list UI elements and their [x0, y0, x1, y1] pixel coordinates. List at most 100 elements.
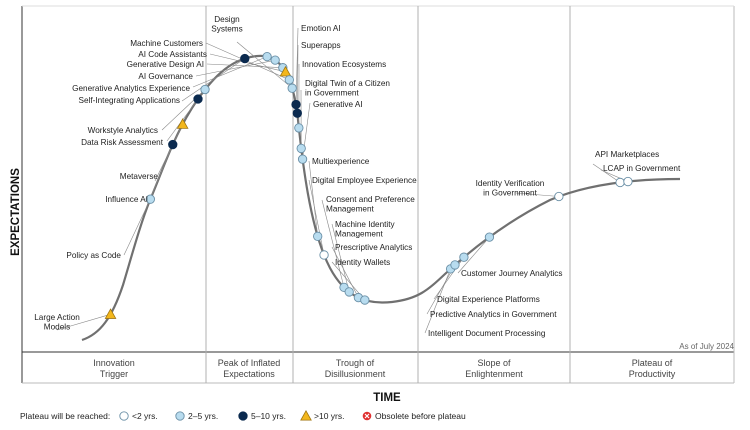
point-superapps	[292, 108, 302, 118]
label-ai-code-assistants: AI Code Assistants	[138, 50, 207, 59]
point-digital-twin-of-a-citizen-in-government	[296, 143, 306, 154]
label-emotion-ai: Emotion AI	[301, 24, 341, 33]
point-generative-ai	[297, 154, 308, 164]
label-self-integrating-applications: Self-Integrating Applications	[79, 96, 181, 105]
label-metaverse: Metaverse	[120, 172, 159, 181]
label-identity-verification-in-government: Identity Verification in Government	[476, 179, 545, 198]
point-multiexperience	[313, 231, 323, 241]
point-digital-experience-platforms	[459, 252, 469, 262]
point-workstyle-analytics	[200, 84, 210, 95]
leader-lines	[56, 27, 629, 334]
point-machine-customers	[284, 75, 294, 85]
label-policy-as-code: Policy as Code	[66, 251, 121, 260]
label-machine-customers: Machine Customers	[130, 39, 203, 48]
leader-design-systems	[236, 41, 293, 89]
point-identity-verification-in-government	[554, 191, 564, 202]
label-digital-twin-of-a-citizen-in-government: Digital Twin of a Citizen in Government	[305, 79, 390, 98]
legend: Plateau will be reached: <2 yrs. 2–5 yrs. 5…	[20, 409, 466, 421]
label-superapps: Superapps	[301, 41, 341, 50]
label-lcap-in-government: LCAP in Government	[603, 164, 681, 173]
point-api-marketplaces	[615, 177, 625, 188]
legend-item-5to10: 5–10 yrs.	[238, 411, 286, 421]
legend-item-obsolete: Obsolete before plateau	[362, 411, 466, 421]
leader-machine-identity-management	[331, 223, 350, 293]
label-identity-wallets: Identity Wallets	[335, 258, 390, 267]
label-api-marketplaces: API Marketplaces	[595, 150, 659, 159]
x-axis-title: TIME	[373, 392, 401, 404]
point-lcap-in-government	[623, 176, 633, 187]
label-data-risk-assessment: Data Risk Assessment	[81, 138, 164, 147]
point-identity-wallets	[360, 295, 370, 305]
point-ai-governance	[270, 55, 280, 65]
label-customer-journey-analytics: Customer Journey Analytics	[461, 269, 562, 278]
label-innovation-ecosystems: Innovation Ecosystems	[302, 60, 386, 69]
phase-label-peak-of-inflated-expectations: Peak of Inflated Expectations	[218, 358, 281, 379]
leader-prescriptive-analytics	[331, 246, 359, 298]
leader-digital-employee-experience	[308, 179, 325, 256]
leader-generative-design-ai	[206, 63, 283, 69]
point-metaverse	[176, 118, 189, 129]
label-prescriptive-analytics: Prescriptive Analytics	[335, 243, 412, 252]
label-design-systems: Design Systems	[211, 15, 242, 34]
chart-frame	[21, 5, 735, 384]
label-generative-analytics-experience: Generative Analytics Experience	[72, 84, 190, 93]
legend-item-lt2: <2 yrs.	[119, 411, 158, 421]
legend-label-2to5: 2–5 yrs.	[188, 411, 218, 421]
phase-dividers	[205, 6, 571, 383]
label-digital-experience-platforms: Digital Experience Platforms	[437, 295, 540, 304]
leader-consent-and-preference-management	[321, 199, 345, 288]
leader-api-marketplaces	[592, 163, 621, 183]
point-generative-analytics-experience	[262, 51, 272, 62]
label-multiexperience: Multiexperience	[312, 157, 370, 166]
label-intelligent-document-processing: Intelligent Document Processing	[428, 329, 546, 338]
technology-points	[104, 51, 633, 319]
leader-metaverse	[154, 124, 183, 182]
label-influence-ai: Influence AI	[105, 195, 148, 204]
leader-ai-code-assistants	[209, 53, 286, 73]
point-machine-identity-management	[344, 287, 354, 297]
phase-label-slope-of-enlightenment: Slope of Enlightenment	[465, 358, 523, 379]
point-predictive-analytics-in-government	[450, 260, 460, 270]
technology-labels: Large Action Models Policy as Code Influenc…	[34, 15, 681, 338]
leader-digital-experience-platforms	[433, 257, 465, 300]
legend-label-5to10: 5–10 yrs.	[251, 411, 286, 421]
label-digital-employee-experience: Digital Employee Experience	[312, 176, 417, 185]
legend-item-gt10: >10 yrs.	[300, 409, 344, 421]
label-generative-ai: Generative AI	[313, 100, 363, 109]
point-innovation-ecosystems	[294, 123, 304, 133]
legend-marker-obsolete-x	[364, 413, 370, 419]
legend-marker-2to5	[175, 411, 185, 421]
hype-curve	[81, 54, 681, 342]
point-customer-journey-analytics	[484, 232, 495, 242]
legend-marker-gt10	[300, 409, 312, 421]
point-digital-employee-experience	[319, 250, 329, 260]
legend-label-gt10: >10 yrs.	[314, 411, 344, 421]
leader-identity-verification-in-government	[515, 192, 559, 197]
point-ai-code-assistants	[279, 65, 292, 77]
phase-label-plateau-of-productivity: Plateau of Productivity	[629, 358, 676, 379]
phase-labels: Innovation Trigger Peak of Inflated Expecta…	[93, 358, 676, 379]
leader-customer-journey-analytics	[457, 236, 490, 274]
point-policy-as-code	[145, 194, 156, 204]
point-data-risk-assessment	[193, 94, 203, 104]
leader-policy-as-code	[123, 199, 151, 256]
legend-marker-lt2	[119, 411, 129, 421]
y-axis-title: EXPECTATIONS	[10, 168, 22, 256]
legend-label-obsolete: Obsolete before plateau	[375, 411, 466, 421]
leader-emotion-ai	[295, 27, 299, 105]
point-design-systems	[287, 83, 297, 93]
label-machine-identity-management: Machine Identity Management	[335, 220, 396, 239]
legend-marker-5to10	[238, 411, 248, 421]
label-large-action-models: Large Action Models	[34, 313, 80, 332]
phase-label-trough-of-disillusionment: Trough of Disillusionment	[325, 358, 386, 379]
label-ai-governance: AI Governance	[138, 72, 193, 81]
legend-label-lt2: <2 yrs.	[132, 411, 158, 421]
leader-generative-analytics-experience	[192, 56, 268, 88]
point-emotion-ai	[291, 99, 301, 110]
legend-item-2to5: 2–5 yrs.	[175, 411, 218, 421]
leader-influence-ai	[149, 144, 174, 200]
label-workstyle-analytics: Workstyle Analytics	[88, 126, 158, 135]
point-large-action-models	[104, 308, 117, 319]
phase-label-innovation-trigger: Innovation Trigger	[93, 358, 135, 379]
point-influence-ai	[168, 139, 178, 150]
